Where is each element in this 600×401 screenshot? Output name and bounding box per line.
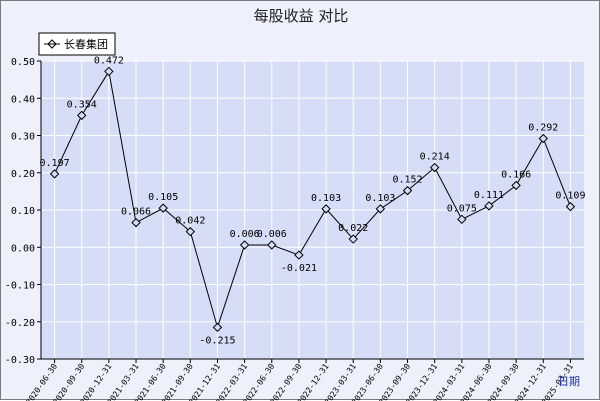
data-label: 0.214 xyxy=(420,152,450,163)
data-point-marker xyxy=(375,204,386,214)
data-label: 0.103 xyxy=(365,193,395,204)
data-labels: 0.197 0.354 0.472 0.066 0.105 0.042 -0.215 0.00… xyxy=(40,55,586,346)
data-label: 0.066 xyxy=(121,207,151,218)
data-label: 0.103 xyxy=(311,193,341,204)
data-label: 0.075 xyxy=(447,203,477,214)
legend-box xyxy=(38,32,116,56)
chart-title: 每股收益 对比 xyxy=(254,7,349,25)
y-tick-label: -0.10 xyxy=(5,281,35,292)
data-point-marker xyxy=(212,322,223,333)
data-label: 0.166 xyxy=(501,169,531,180)
data-label: -0.215 xyxy=(199,335,235,346)
series-polyline xyxy=(54,70,571,330)
data-point-marker xyxy=(49,169,60,179)
data-point-marker xyxy=(457,214,467,225)
data-point-marker xyxy=(77,110,87,121)
data-point-marker xyxy=(511,180,521,191)
data-point-marker xyxy=(185,226,196,237)
data-label: 0.006 xyxy=(230,229,260,240)
legend-series-label: 长春集团 xyxy=(64,37,108,51)
y-tick-label: 0.50 xyxy=(11,57,35,68)
y-axis-ticks: 0.50 0.40 0.30 0.20 0.10 0.00 -0.10 -0.20 -0.30 xyxy=(5,57,41,366)
data-points xyxy=(49,66,576,333)
data-point-marker xyxy=(239,240,250,250)
legend: 长春集团 xyxy=(38,32,116,56)
data-point-marker xyxy=(131,217,141,228)
data-label: 0.354 xyxy=(67,99,97,110)
data-label: 0.022 xyxy=(338,223,368,234)
data-point-marker xyxy=(294,250,304,260)
data-point-marker xyxy=(484,201,494,211)
data-point-marker xyxy=(321,204,331,214)
data-label: -0.021 xyxy=(281,263,317,274)
y-tick-label: 0.10 xyxy=(11,206,35,217)
y-tick-label: 0.40 xyxy=(11,94,35,105)
y-tick-label: 0.30 xyxy=(11,132,35,143)
data-label: 0.472 xyxy=(94,55,124,66)
data-label: 0.042 xyxy=(175,216,205,227)
series-line xyxy=(54,70,571,330)
data-point-marker xyxy=(402,185,413,196)
x-tick-label: 2020-06-30 xyxy=(24,362,59,401)
y-tick-label: -0.20 xyxy=(5,318,35,329)
data-label: 0.292 xyxy=(528,122,558,133)
data-label: 0.109 xyxy=(555,191,585,202)
data-label: 0.197 xyxy=(40,158,70,169)
data-point-marker xyxy=(429,162,440,173)
data-label: 0.152 xyxy=(392,175,422,186)
x-axis-label: 日期 xyxy=(558,375,580,388)
x-axis-ticks: 2020-06-302020-09-302020-12-312021-03-31… xyxy=(24,359,575,401)
data-point-marker xyxy=(158,203,168,213)
data-point-marker xyxy=(565,201,576,212)
data-point-marker xyxy=(104,66,114,77)
data-point-marker xyxy=(267,240,277,250)
y-tick-label: -0.30 xyxy=(5,355,35,366)
data-point-marker xyxy=(538,133,548,144)
y-tick-label: 0.20 xyxy=(11,169,35,180)
data-point-marker xyxy=(348,234,358,244)
y-tick-label: 0.00 xyxy=(11,243,35,254)
data-label: 0.006 xyxy=(257,229,287,240)
data-label: 0.111 xyxy=(474,190,504,201)
data-label: 0.105 xyxy=(148,192,178,203)
legend-diamond-icon xyxy=(47,39,57,49)
